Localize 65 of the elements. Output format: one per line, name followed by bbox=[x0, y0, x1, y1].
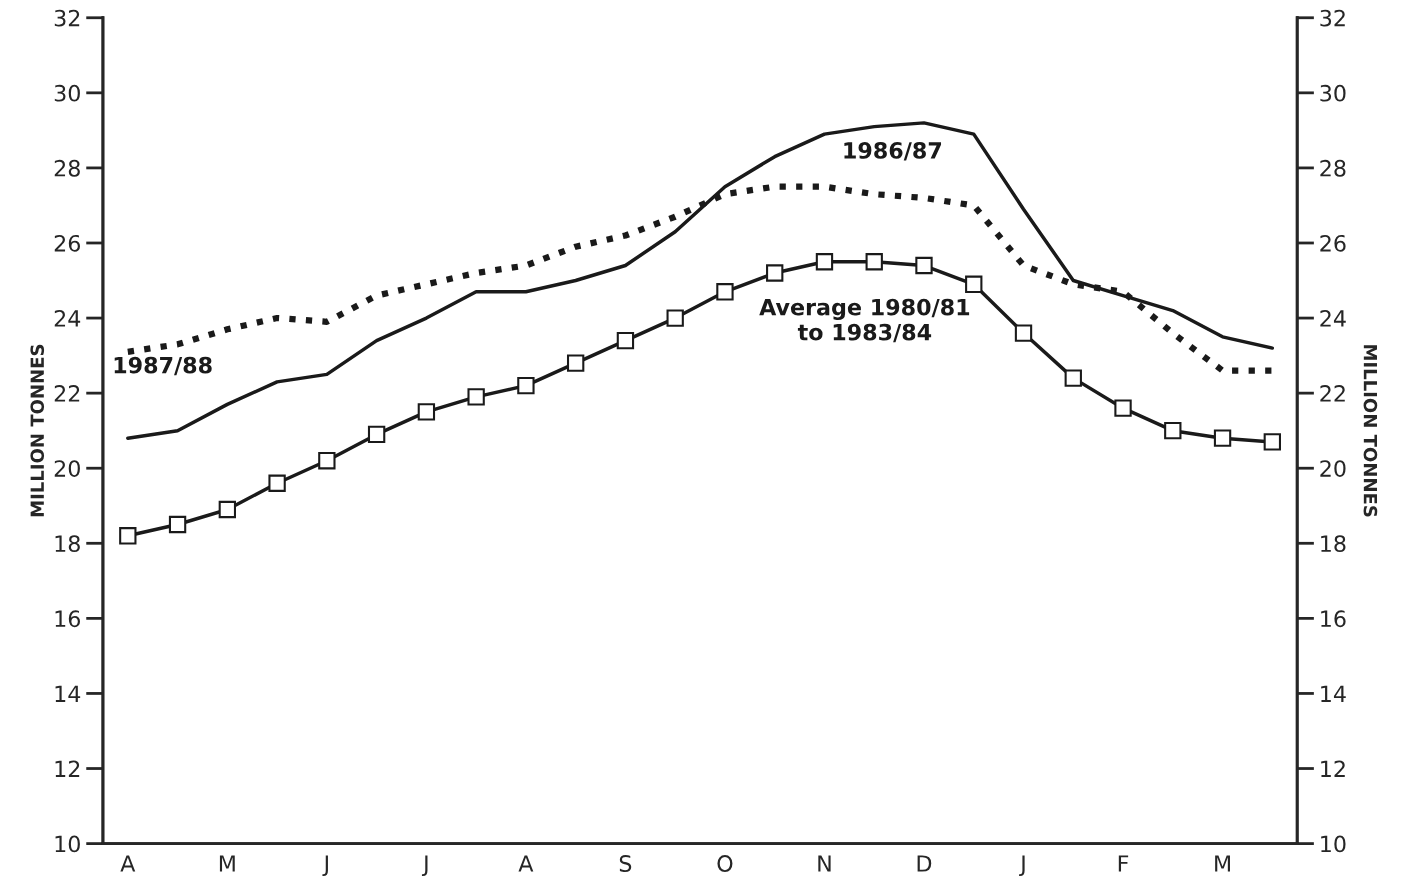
y-axis-title: MILLION TONNES bbox=[30, 344, 45, 517]
y-tick-label: 30 bbox=[54, 84, 80, 102]
x-tick-label: J bbox=[322, 855, 328, 877]
y2-tick-label: 30 bbox=[1320, 84, 1346, 102]
point bbox=[119, 527, 137, 545]
point bbox=[318, 452, 336, 470]
point bbox=[467, 388, 485, 406]
point bbox=[566, 354, 585, 372]
y-tick-label: 16 bbox=[55, 610, 80, 628]
y2-tick-label: 16 bbox=[1321, 610, 1346, 628]
point bbox=[1263, 433, 1281, 451]
y-tick-label: 24 bbox=[54, 310, 81, 327]
y2-tick-label: 14 bbox=[1321, 685, 1346, 702]
y-tick-label: 26 bbox=[54, 234, 80, 252]
point bbox=[1213, 429, 1232, 447]
x-tick-label: A bbox=[518, 855, 534, 872]
x-tick-label: O bbox=[717, 855, 733, 872]
y2-tick-label: 18 bbox=[1321, 535, 1346, 553]
point bbox=[1064, 369, 1082, 387]
y-tick-label: 20 bbox=[54, 460, 80, 477]
y2-axis-title: MILLION TONNES bbox=[1363, 345, 1378, 517]
y-tick-label: 14 bbox=[55, 685, 81, 702]
y2-tick-label: 26 bbox=[1320, 234, 1346, 252]
point bbox=[865, 253, 883, 271]
point bbox=[417, 403, 436, 421]
y2-tick-label: 32 bbox=[1320, 9, 1345, 27]
point bbox=[268, 474, 286, 492]
y2-tick-label: 12 bbox=[1321, 760, 1345, 777]
point bbox=[168, 515, 187, 534]
y-tick-label: 32 bbox=[54, 9, 80, 27]
point bbox=[915, 256, 933, 275]
point bbox=[517, 376, 535, 395]
point bbox=[716, 283, 734, 301]
y-tick-label: 22 bbox=[54, 385, 80, 402]
point bbox=[815, 253, 834, 271]
point bbox=[766, 264, 784, 282]
point bbox=[666, 309, 684, 327]
x-tick-label: M bbox=[1215, 855, 1230, 872]
x-tick-label: F bbox=[1118, 855, 1129, 872]
series-label: 1986/87 bbox=[844, 142, 942, 161]
y2-tick-label: 10 bbox=[1321, 835, 1346, 853]
point bbox=[367, 425, 386, 444]
series-label: 1987/88 bbox=[114, 356, 212, 376]
point bbox=[1014, 324, 1033, 342]
point bbox=[218, 500, 237, 519]
x-tick-label: D bbox=[917, 855, 932, 872]
x-tick-label: J bbox=[1019, 855, 1025, 877]
point bbox=[965, 275, 983, 293]
x-tick-label: J bbox=[421, 855, 428, 877]
y-tick-label: 12 bbox=[55, 760, 80, 777]
y-tick-label: 28 bbox=[54, 159, 80, 177]
point bbox=[1114, 399, 1132, 417]
y2-tick-label: 20 bbox=[1320, 460, 1346, 477]
x-tick-label: M bbox=[219, 855, 235, 872]
y2-tick-label: 24 bbox=[1320, 310, 1346, 327]
y-tick-label: 18 bbox=[55, 535, 80, 553]
point bbox=[616, 331, 635, 350]
x-tick-label: S bbox=[619, 855, 632, 872]
y2-tick-label: 22 bbox=[1320, 385, 1345, 402]
point bbox=[1164, 422, 1182, 440]
y-tick-label: 10 bbox=[55, 835, 80, 853]
x-tick-label: N bbox=[818, 855, 831, 872]
series-label: Average 1980/81 to 1983/84 bbox=[759, 298, 970, 343]
x-tick-label: A bbox=[120, 855, 136, 872]
y2-tick-label: 28 bbox=[1320, 159, 1346, 177]
